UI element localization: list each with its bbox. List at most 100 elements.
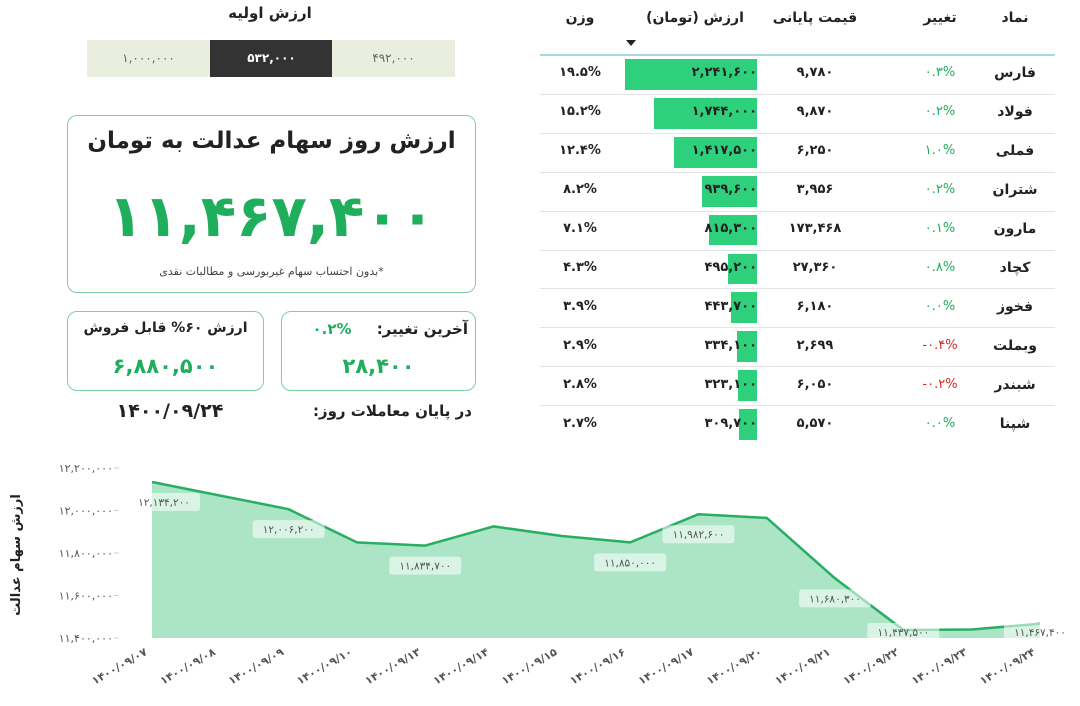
change-value: ۲۸,۴۰۰ xyxy=(342,354,415,378)
value-cell: ۱,۷۴۴,۰۰۰ xyxy=(691,104,757,120)
symbol-cell[interactable]: مارون xyxy=(993,221,1037,238)
line xyxy=(151,480,1041,632)
symbol-cell[interactable]: شپنا xyxy=(999,415,1031,432)
value-cell: ۸۱۵,۳۰۰ xyxy=(704,221,757,237)
option-button[interactable]: ۱,۰۰۰,۰۰۰ xyxy=(87,40,210,77)
value-bar xyxy=(654,97,757,129)
y-tick-label: ۱۲,۲۰۰,۰۰۰ xyxy=(59,462,113,475)
data-label-box xyxy=(662,525,735,544)
value-cell: ۳۳۴,۱۰۰ xyxy=(704,337,757,353)
price-cell: ۲,۶۹۹ xyxy=(796,337,834,353)
data-label: ۱۱,۹۸۲,۶۰۰ xyxy=(673,529,725,541)
data-label: ۱۱,۶۸۰,۳۰۰ xyxy=(809,593,861,605)
weight-cell: ۲.۸% xyxy=(563,376,597,392)
data-label-box xyxy=(594,553,667,572)
weight-cell: ۴.۳% xyxy=(563,259,597,275)
x-tick-label: ۱۴۰۰/۰۹/۱۰ xyxy=(294,645,354,687)
x-tick-label: ۱۴۰۰/۰۹/۰۸ xyxy=(158,645,218,687)
option-button[interactable]: ۵۳۲,۰۰۰ xyxy=(210,40,333,77)
symbol-cell[interactable]: فارس xyxy=(994,65,1036,82)
data-label: ۱۱,۸۵۰,۰۰۰ xyxy=(604,557,656,569)
y-tick-label: ۱۱,۶۰۰,۰۰۰ xyxy=(59,590,113,603)
row-rule xyxy=(540,327,1055,329)
change-cell: -۰.۲% xyxy=(922,376,958,392)
table-header: وزن xyxy=(565,10,595,26)
sellable-label: ارزش ۶۰% قابل فروش xyxy=(83,320,248,336)
weight-cell: ۱۵.۲% xyxy=(559,104,601,120)
value-bar xyxy=(737,331,757,363)
x-tick-label: ۱۴۰۰/۰۹/۲۴ xyxy=(978,645,1038,687)
table-header: قیمت پایانی xyxy=(772,10,858,26)
price-cell: ۹,۷۸۰ xyxy=(796,65,834,81)
sort-indicator[interactable] xyxy=(626,40,636,46)
x-tick-label: ۱۴۰۰/۰۹/۱۴ xyxy=(431,645,491,687)
option-button[interactable]: ۴۹۲,۰۰۰ xyxy=(332,40,455,77)
weight-cell: ۲.۹% xyxy=(563,337,597,353)
price-cell: ۹,۸۷۰ xyxy=(796,104,834,120)
data-label-box xyxy=(867,623,940,641)
value-bar xyxy=(701,175,757,207)
x-tick-label: ۱۴۰۰/۰۹/۲۱ xyxy=(773,645,833,687)
data-label-box xyxy=(1004,623,1076,641)
x-tick-label: ۱۴۰۰/۰۹/۱۳ xyxy=(363,645,423,687)
x-tick-label: ۱۴۰۰/۰۹/۱۷ xyxy=(636,645,696,687)
x-tick-label: ۱۴۰۰/۰۹/۰۷ xyxy=(90,645,150,687)
change-cell: ۰.۲% xyxy=(924,104,956,120)
date-label: در پایان معاملات روز: xyxy=(312,402,472,420)
change-label: آخرین تغییر: xyxy=(376,320,468,338)
value-cell: ۳۰۹,۷۰۰ xyxy=(704,415,757,431)
row-rule xyxy=(540,366,1055,368)
area xyxy=(152,482,1040,638)
data-label-box xyxy=(799,589,872,608)
header-rule xyxy=(540,54,1055,56)
change-cell: ۰.۰% xyxy=(924,298,956,314)
data-label: ۱۱,۴۶۷,۴۰۰ xyxy=(1014,627,1066,639)
value-bar xyxy=(737,370,757,402)
row-rule xyxy=(540,405,1055,407)
symbol-cell[interactable]: شتران xyxy=(992,182,1038,199)
row-rule xyxy=(540,288,1055,290)
weight-cell: ۲.۷% xyxy=(563,415,597,431)
symbol-cell[interactable]: وبملت xyxy=(993,337,1037,354)
x-tick-label: ۱۴۰۰/۰۹/۰۹ xyxy=(226,645,286,687)
change-cell: ۱.۰% xyxy=(924,143,956,159)
change-percent: ۰.۲% xyxy=(312,320,352,338)
weight-cell: ۱۲.۴% xyxy=(559,143,601,159)
sellable-card xyxy=(67,311,264,391)
symbol-cell[interactable]: فخوز xyxy=(996,298,1034,315)
x-tick-label: ۱۴۰۰/۰۹/۲۲ xyxy=(841,645,901,687)
date-value: ۱۴۰۰/۰۹/۲۴ xyxy=(116,400,224,422)
value-cell: ۲,۲۴۱,۶۰۰ xyxy=(691,65,757,81)
data-label: ۱۲,۰۰۶,۲۰۰ xyxy=(263,524,315,536)
row-rule xyxy=(540,93,1055,95)
row-rule xyxy=(540,132,1055,134)
y-axis-title: ارزش سهام عدالت xyxy=(9,494,24,616)
change-cell: -۰.۴% xyxy=(922,337,958,353)
summary-title: ارزش روز سهام عدالت به تومان xyxy=(87,128,456,154)
value-cell: ۹۳۹,۶۰۰ xyxy=(704,182,757,198)
y-tick-label: ۱۱,۸۰۰,۰۰۰ xyxy=(59,547,113,560)
price-cell: ۶,۲۵۰ xyxy=(796,143,834,159)
row-rule xyxy=(540,249,1055,251)
change-cell: ۰.۳% xyxy=(924,65,956,81)
row-rule xyxy=(540,171,1055,173)
symbol-cell[interactable]: فملی xyxy=(995,143,1035,160)
value-cell: ۴۴۳,۷۰۰ xyxy=(704,298,757,314)
symbol-cell[interactable]: شبندر xyxy=(994,376,1036,393)
price-cell: ۲۷,۳۶۰ xyxy=(792,259,838,275)
change-cell: ۰.۲% xyxy=(924,182,956,198)
y-tick-label: ۱۱,۴۰۰,۰۰۰ xyxy=(59,632,113,645)
summary-note: *بدون احتساب سهام غیربورسی و مطالبات نقد… xyxy=(159,265,384,278)
symbol-cell[interactable]: کچاد xyxy=(999,259,1031,276)
symbol-cell[interactable]: فولاد xyxy=(997,104,1033,121)
change-card xyxy=(281,311,476,391)
row-rule xyxy=(540,210,1055,212)
value-bar xyxy=(708,214,757,246)
value-cell: ۳۲۳,۱۰۰ xyxy=(704,376,757,392)
dashboard: ارزش اولیه ۱,۰۰۰,۰۰۰ ۵۳۲,۰۰۰ ۴۹۲,۰۰۰ ارزش رو… xyxy=(67,4,1055,440)
price-cell: ۶,۱۸۰ xyxy=(796,298,834,314)
weight-cell: ۸.۲% xyxy=(563,182,597,198)
weight-cell: ۳.۹% xyxy=(563,298,597,314)
data-label: ۱۲,۱۳۴,۲۰۰ xyxy=(138,497,190,509)
